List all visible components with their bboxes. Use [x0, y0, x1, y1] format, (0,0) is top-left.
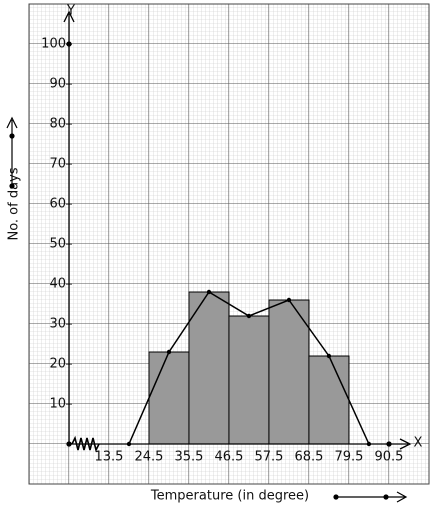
x-tick-label: 68.5 [294, 450, 323, 465]
x-axis-label: Temperature (in degree) [150, 489, 309, 504]
y-tick-label: 60 [49, 197, 66, 212]
x-tick-label: 57.5 [254, 450, 283, 465]
y-tick-label: 70 [49, 157, 66, 172]
polygon-point [246, 313, 252, 319]
bar [188, 291, 230, 445]
polygon-point [206, 289, 212, 295]
x-tick-label: 79.5 [334, 450, 363, 465]
x-tick-label: 35.5 [174, 450, 203, 465]
y-tick-label: 30 [49, 317, 66, 332]
y-tick-label: 80 [49, 117, 66, 132]
x-tick-label: 46.5 [214, 450, 243, 465]
decoration-arrows [6, 116, 408, 503]
y-axis-label: No. of days [7, 167, 22, 240]
y-tick-label: 10 [49, 397, 66, 412]
x-axis-name: X [414, 436, 423, 451]
y-tick-label: 20 [49, 357, 66, 372]
x-tick-label: 90.5 [374, 450, 403, 465]
axes [63, 10, 412, 453]
y-tick-label: 100 [41, 37, 66, 52]
bar [308, 355, 350, 445]
x-tick-label: 24.5 [135, 450, 164, 465]
y-tick-label: 90 [49, 77, 66, 92]
polygon-point [166, 349, 172, 355]
bar [148, 351, 190, 445]
y-tick-label: 50 [49, 237, 66, 252]
y-axis-name: Y [66, 4, 75, 19]
polygon-point [286, 297, 292, 303]
bar [268, 299, 310, 445]
y-tick-label: 40 [49, 277, 66, 292]
polygon-point [326, 353, 332, 359]
x-tick-label: 13.5 [95, 450, 124, 465]
bar [228, 315, 270, 445]
